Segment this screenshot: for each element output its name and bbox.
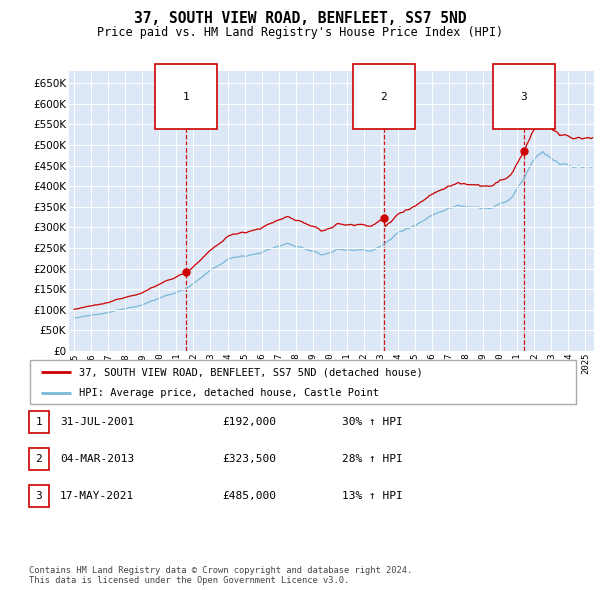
Text: 31-JUL-2001: 31-JUL-2001: [60, 417, 134, 427]
Text: 04-MAR-2013: 04-MAR-2013: [60, 454, 134, 464]
Text: HPI: Average price, detached house, Castle Point: HPI: Average price, detached house, Cast…: [79, 388, 379, 398]
Text: Contains HM Land Registry data © Crown copyright and database right 2024.
This d: Contains HM Land Registry data © Crown c…: [29, 566, 412, 585]
Text: 3: 3: [520, 91, 527, 101]
Text: £192,000: £192,000: [222, 417, 276, 427]
Text: 2: 2: [380, 91, 387, 101]
Text: 3: 3: [35, 491, 42, 501]
Text: 37, SOUTH VIEW ROAD, BENFLEET, SS7 5ND: 37, SOUTH VIEW ROAD, BENFLEET, SS7 5ND: [134, 11, 466, 27]
Text: £485,000: £485,000: [222, 491, 276, 501]
Text: 1: 1: [35, 417, 42, 427]
Text: 2: 2: [35, 454, 42, 464]
Text: 17-MAY-2021: 17-MAY-2021: [60, 491, 134, 501]
FancyBboxPatch shape: [30, 360, 576, 404]
Text: Price paid vs. HM Land Registry's House Price Index (HPI): Price paid vs. HM Land Registry's House …: [97, 26, 503, 39]
Text: 13% ↑ HPI: 13% ↑ HPI: [342, 491, 403, 501]
Text: 1: 1: [183, 91, 190, 101]
Text: £323,500: £323,500: [222, 454, 276, 464]
Text: 37, SOUTH VIEW ROAD, BENFLEET, SS7 5ND (detached house): 37, SOUTH VIEW ROAD, BENFLEET, SS7 5ND (…: [79, 368, 423, 377]
Text: 30% ↑ HPI: 30% ↑ HPI: [342, 417, 403, 427]
Text: 28% ↑ HPI: 28% ↑ HPI: [342, 454, 403, 464]
